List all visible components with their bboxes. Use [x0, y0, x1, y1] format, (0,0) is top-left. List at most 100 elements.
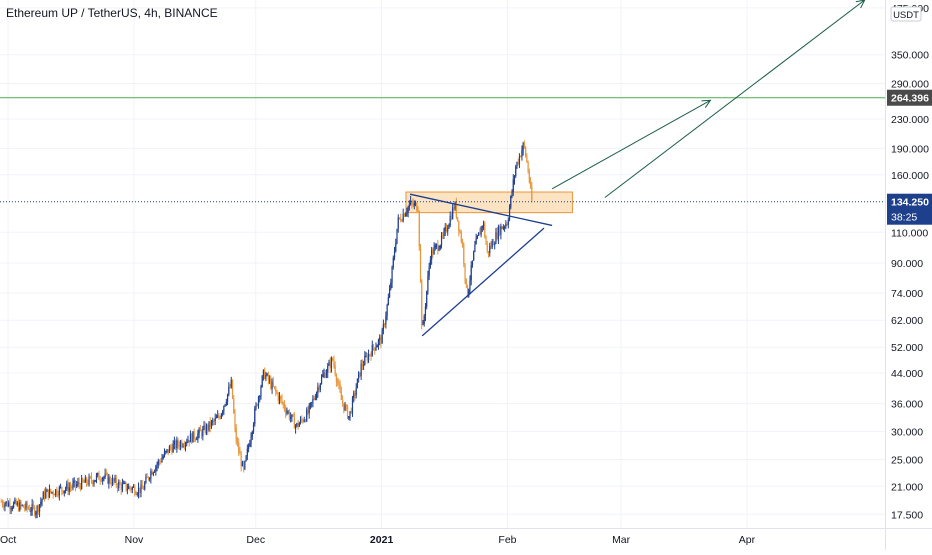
candle-body: [30, 511, 32, 513]
candle: [379, 334, 381, 346]
candle-body: [69, 487, 72, 489]
candle: [272, 376, 274, 388]
candle: [469, 275, 471, 295]
candle: [260, 384, 262, 400]
candle-body: [407, 206, 409, 213]
candle-body: [97, 473, 99, 476]
price-tick-label: 350.000: [891, 50, 929, 62]
candle: [485, 235, 487, 246]
candle-body: [320, 376, 323, 384]
candle: [287, 410, 289, 415]
candle-body: [355, 388, 357, 396]
candle-body: [35, 512, 37, 515]
candle-body: [469, 280, 471, 290]
candle-body: [457, 216, 459, 221]
candle: [19, 499, 21, 512]
candle: [496, 227, 498, 241]
candle-body: [137, 487, 140, 494]
candle: [449, 211, 451, 228]
candle: [79, 482, 81, 492]
candle: [475, 233, 477, 245]
candle: [354, 390, 356, 401]
candle-body: [306, 409, 308, 422]
price-tick-label: 25.000: [891, 455, 923, 467]
candle-body: [372, 344, 375, 348]
candle-body: [496, 232, 498, 239]
candle-body: [339, 384, 341, 392]
candle-body: [281, 398, 283, 403]
candle-body: [309, 402, 312, 406]
candle: [302, 418, 304, 424]
candle: [34, 504, 36, 517]
candle: [327, 362, 329, 379]
candle: [453, 204, 455, 211]
candle: [309, 402, 312, 410]
candle-body: [135, 494, 137, 496]
candles-layer: [0, 140, 533, 519]
candle: [434, 243, 436, 251]
candle-body: [45, 491, 47, 498]
candle-body: [273, 386, 276, 388]
candle-body: [74, 480, 77, 486]
candle-body: [58, 487, 60, 496]
candle-body: [181, 441, 183, 447]
candle: [334, 361, 336, 377]
candle: [1, 499, 4, 508]
price-tick-label: 110.000: [891, 227, 928, 239]
candle: [338, 378, 340, 390]
candle: [259, 394, 261, 403]
candle-body: [156, 464, 158, 467]
candle-body: [60, 487, 62, 489]
candle-body: [73, 480, 75, 483]
candle-body: [380, 337, 382, 344]
candle-body: [421, 280, 423, 326]
candle: [186, 438, 188, 447]
candle-body: [473, 251, 475, 261]
candle: [55, 488, 57, 498]
candle-body: [175, 440, 177, 449]
candle: [87, 479, 89, 487]
candle: [461, 238, 464, 248]
candle-body: [330, 358, 333, 369]
candle-body: [448, 225, 450, 229]
candle: [439, 244, 441, 251]
time-axis[interactable]: Oct Nov Dec 2021 Feb Mar Apr: [0, 528, 932, 547]
candle-body: [299, 418, 302, 424]
candle-body: [13, 502, 15, 508]
price-axis[interactable]: 475.000350.000290.000230.000190.000160.0…: [885, 0, 930, 550]
candle: [486, 240, 488, 254]
candle: [217, 410, 219, 419]
candle-body: [400, 218, 402, 221]
price-tick-label: 44.000: [891, 368, 923, 380]
candle: [414, 200, 417, 207]
candle-body: [346, 405, 349, 419]
candle-body: [408, 204, 410, 207]
candle: [160, 458, 162, 465]
level-price-badge-box: [887, 89, 932, 106]
candle-body: [487, 251, 490, 254]
candle: [515, 164, 517, 178]
candle-body: [214, 417, 216, 422]
candle: [422, 319, 424, 326]
candle: [501, 225, 503, 230]
candle-body: [319, 383, 321, 390]
candle: [15, 498, 17, 506]
candle: [219, 415, 221, 420]
candle: [337, 377, 339, 387]
candle-body: [504, 226, 506, 228]
candle: [416, 202, 418, 212]
candle: [84, 475, 86, 483]
symbol-title[interactable]: Ethereum UP / TetherUS, 4h, BINANCE: [6, 6, 218, 20]
candle: [471, 260, 474, 268]
candle: [269, 375, 271, 384]
candle: [97, 472, 99, 478]
candle-body: [131, 487, 133, 491]
candle: [391, 265, 393, 288]
candle-body: [186, 442, 188, 444]
candle-body: [71, 487, 73, 489]
candle: [358, 371, 360, 383]
candle: [374, 347, 376, 355]
candle-body: [283, 403, 286, 409]
